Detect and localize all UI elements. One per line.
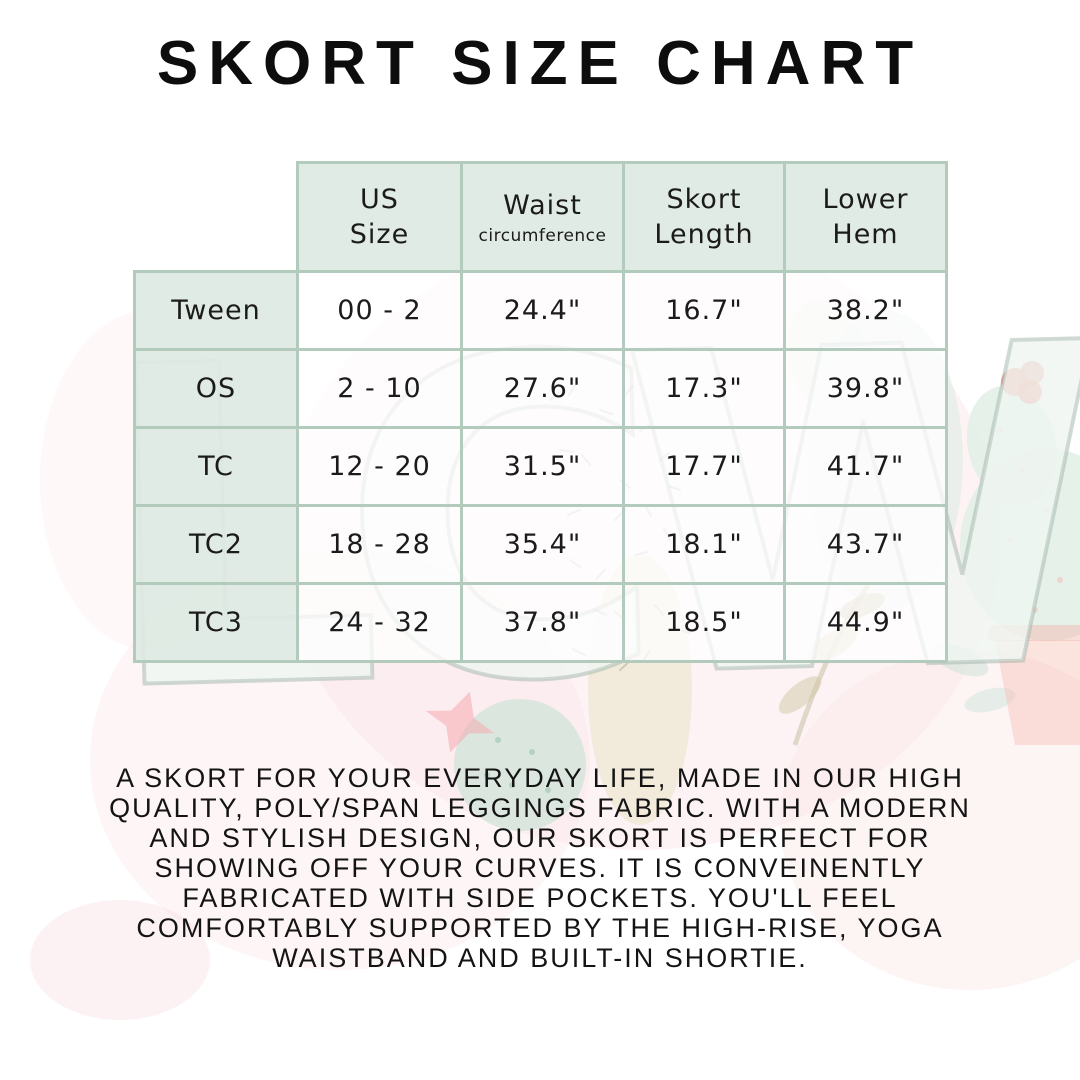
table-row-os: OS 2 - 10 27.6" 17.3" 39.8" <box>133 348 948 429</box>
data-cell: 24.4" <box>460 270 625 351</box>
table-row-tc3: TC3 24 - 32 37.8" 18.5" 44.9" <box>133 582 948 663</box>
column-header-lower-hem: Lower Hem <box>783 161 948 273</box>
table-header-row: US Size Waist circumference Skort Length… <box>135 161 948 273</box>
size-table: US Size Waist circumference Skort Length… <box>133 161 948 663</box>
data-cell: 00 - 2 <box>296 270 463 351</box>
column-header-waist: Waist circumference <box>460 161 625 273</box>
data-cell: 39.8" <box>783 348 948 429</box>
data-cell: 41.7" <box>783 426 948 507</box>
data-cell: 18 - 28 <box>296 504 463 585</box>
data-cell: 2 - 10 <box>296 348 463 429</box>
empty-corner-cell <box>135 163 298 272</box>
column-header-skort-length: Skort Length <box>622 161 786 273</box>
row-label-cell: TC2 <box>133 504 299 585</box>
data-cell: 44.9" <box>783 582 948 663</box>
table-row-tc2: TC2 18 - 28 35.4" 18.1" 43.7" <box>133 504 948 585</box>
data-cell: 43.7" <box>783 504 948 585</box>
row-label-cell: Tween <box>133 270 299 351</box>
table-row-tc: TC 12 - 20 31.5" 17.7" 41.7" <box>133 426 948 507</box>
data-cell: 37.8" <box>460 582 625 663</box>
data-cell: 18.1" <box>622 504 786 585</box>
data-cell: 16.7" <box>622 270 786 351</box>
flower-pot-illustration <box>988 625 1080 745</box>
row-label-cell: TC3 <box>133 582 299 663</box>
data-cell: 18.5" <box>622 582 786 663</box>
row-label-cell: TC <box>133 426 299 507</box>
table-row-tween: Tween 00 - 2 24.4" 16.7" 38.2" <box>133 270 948 351</box>
page-title: SKORT SIZE CHART <box>156 29 924 98</box>
data-cell: 24 - 32 <box>296 582 463 663</box>
product-description: A SKORT FOR YOUR EVERYDAY LIFE, MADE IN … <box>109 763 971 973</box>
data-cell: 17.7" <box>622 426 786 507</box>
data-cell: 17.3" <box>622 348 786 429</box>
data-cell: 12 - 20 <box>296 426 463 507</box>
data-cell: 31.5" <box>460 426 625 507</box>
prickly-pear-cactus-illustration <box>960 361 1080 641</box>
data-cell: 38.2" <box>783 270 948 351</box>
data-cell: 35.4" <box>460 504 625 585</box>
row-label-cell: OS <box>133 348 299 429</box>
column-header-us-size: US Size <box>296 161 463 273</box>
data-cell: 27.6" <box>460 348 625 429</box>
pink-star-flower-illustration <box>425 691 495 753</box>
